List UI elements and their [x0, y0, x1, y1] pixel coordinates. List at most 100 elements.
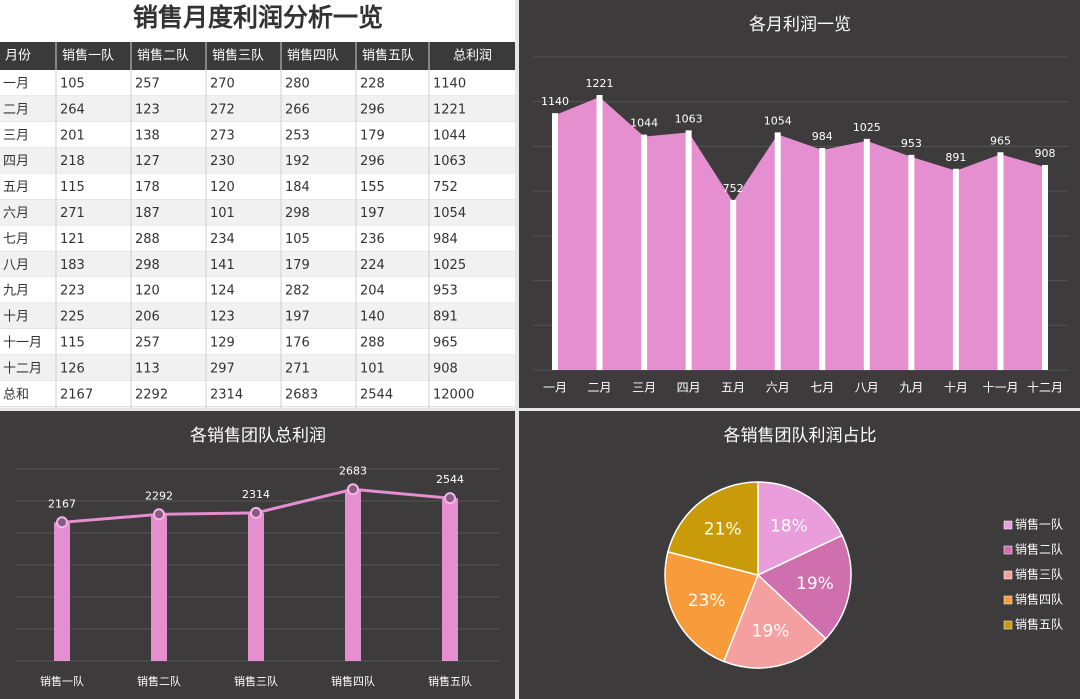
x-tick-label: 六月: [766, 381, 790, 395]
table-cell: 197: [285, 310, 310, 325]
table-cell: 296: [360, 102, 385, 117]
legend-label: 销售二队: [1015, 542, 1063, 557]
legend-swatch: [1003, 620, 1013, 630]
data-label: 891: [945, 151, 966, 164]
x-tick-label: 销售一队: [40, 674, 84, 688]
table-cell: 105: [285, 232, 310, 247]
x-tick-label: 十一月: [982, 381, 1018, 395]
table-cell: 八月: [3, 258, 29, 273]
table-cell: 264: [60, 102, 85, 117]
table-cell: 十月: [3, 310, 29, 325]
table-cell: 二月: [3, 102, 29, 117]
line-marker: [444, 492, 456, 505]
x-tick-label: 销售二队: [137, 674, 181, 688]
table-cell: 253: [285, 128, 310, 143]
table-cell: 257: [135, 335, 160, 350]
chart-title: 各销售团队利润占比: [724, 426, 877, 446]
legend-swatch: [1003, 520, 1013, 530]
table-cell: 282: [285, 284, 310, 299]
table-cell: 176: [285, 335, 310, 350]
line-marker: [56, 516, 68, 529]
legend-label: 销售四队: [1015, 592, 1063, 607]
table-cell: 121: [60, 232, 85, 247]
table-cell: 123: [210, 310, 235, 325]
data-label: 2314: [242, 488, 270, 501]
pie-slice: [664, 550, 760, 663]
table-cell: 105: [60, 76, 85, 91]
data-label: 1044: [630, 117, 658, 130]
table-cell: 908: [433, 361, 458, 376]
table-cell: 965: [433, 335, 458, 350]
pie-slice: [756, 534, 852, 640]
table-cell: 十二月: [3, 361, 42, 376]
table-header-cell: 销售一队: [62, 48, 114, 64]
data-label: 984: [812, 130, 833, 143]
table-cell: 一月: [3, 76, 29, 91]
table-cell: 12000: [433, 387, 474, 402]
table-cell: 1063: [433, 154, 466, 169]
data-label: 1063: [675, 112, 703, 125]
legend-swatch: [1003, 570, 1013, 580]
bar: [442, 498, 458, 661]
table-cell: 1221: [433, 102, 466, 117]
table-cell: 140: [360, 310, 385, 325]
bar: [151, 514, 167, 661]
table-cell: 218: [60, 154, 85, 169]
table-cell: 2683: [285, 387, 318, 402]
table-cell: 138: [135, 128, 160, 143]
table-header-cell: 销售三队: [212, 48, 264, 64]
table-cell: 101: [210, 206, 235, 221]
x-tick-label: 八月: [855, 381, 879, 395]
table-cell: 九月: [3, 284, 29, 299]
data-label: 19%: [796, 574, 834, 594]
legend-label: 销售一队: [1015, 517, 1063, 532]
table-cell: 891: [433, 310, 458, 325]
table-cell: 三月: [3, 128, 29, 143]
chart-title: 各销售团队总利润: [190, 426, 326, 446]
table-cell: 228: [360, 76, 385, 91]
table-cell: 1025: [433, 258, 466, 273]
table-cell: 197: [360, 206, 385, 221]
table-cell: 六月: [3, 206, 29, 221]
table-header-cell: 销售五队: [362, 48, 414, 64]
table-cell: 2292: [135, 387, 168, 402]
table-cell: 192: [285, 154, 310, 169]
table-cell: 总和: [3, 387, 29, 402]
data-label: 2544: [436, 473, 464, 486]
x-tick-label: 销售五队: [428, 674, 472, 688]
table-cell: 236: [360, 232, 385, 247]
table-cell: 298: [135, 258, 160, 273]
bar: [248, 512, 264, 661]
table-cell: 271: [60, 206, 85, 221]
x-tick-label: 五月: [721, 381, 745, 395]
table-cell: 270: [210, 76, 235, 91]
legend-label: 销售三队: [1015, 567, 1063, 582]
table-cell: 257: [135, 76, 160, 91]
table-cell: 183: [60, 258, 85, 273]
table-cell: 206: [135, 310, 160, 325]
legend-swatch: [1003, 545, 1013, 555]
table-cell: 124: [210, 284, 235, 299]
bar: [54, 522, 70, 661]
table-cell: 113: [135, 361, 160, 376]
x-tick-label: 七月: [810, 381, 834, 395]
data-label: 2292: [145, 489, 173, 502]
legend-label: 销售五队: [1015, 617, 1063, 632]
data-label: 18%: [770, 516, 808, 536]
table-cell: 2167: [60, 387, 93, 402]
pie-slice: [667, 481, 759, 576]
table-cell: 1044: [433, 128, 466, 143]
x-tick-label: 销售三队: [234, 674, 278, 688]
table-cell: 230: [210, 154, 235, 169]
bar: [345, 489, 361, 661]
table-cell: 187: [135, 206, 160, 221]
table-cell: 271: [285, 361, 310, 376]
table-cell: 127: [135, 154, 160, 169]
x-tick-label: 十月: [944, 381, 968, 395]
data-label: 953: [901, 137, 922, 150]
area: [555, 97, 1045, 370]
table-cell: 1054: [433, 206, 466, 221]
table-cell: 296: [360, 154, 385, 169]
table-cell: 101: [360, 361, 385, 376]
x-tick-label: 一月: [543, 381, 567, 395]
